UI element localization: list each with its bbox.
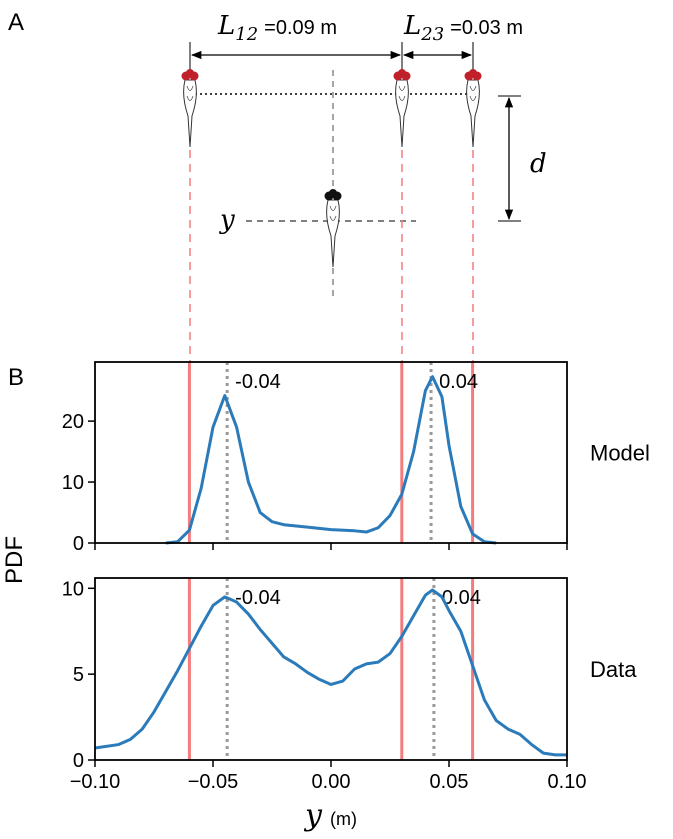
distance-label: L12 =0.09 m — [217, 11, 337, 45]
x-tick-label: 0.10 — [548, 771, 587, 793]
x-unit: (m) — [330, 809, 357, 829]
distance-value: =0.03 m — [450, 17, 523, 39]
x-tick-label: 0.00 — [312, 771, 351, 793]
panel-label: A — [8, 9, 24, 36]
y-tick-label: 5 — [73, 664, 84, 686]
plot-frame — [94, 361, 568, 544]
peak-label: 0.04 — [442, 587, 481, 609]
distance-value: =0.09 m — [264, 17, 337, 39]
symbol: L — [403, 11, 421, 41]
symbol: L — [217, 11, 235, 41]
subscript: 12 — [235, 24, 258, 45]
x-axis-label: y (m) — [303, 798, 357, 833]
fish-icon — [464, 69, 482, 148]
panel-name: Data — [590, 657, 637, 682]
fish-icon — [324, 189, 342, 268]
density-curve — [94, 588, 567, 757]
y-tick-label: 10 — [62, 578, 84, 600]
peak-label: 0.04 — [439, 371, 478, 393]
y-tick-label: 20 — [62, 411, 84, 433]
plot-frame — [94, 577, 568, 761]
peak-label: -0.04 — [235, 587, 281, 609]
d-symbol: d — [530, 149, 547, 179]
fish-icon — [181, 69, 199, 148]
fish-icon — [393, 69, 411, 148]
x-tick-label: −0.10 — [70, 771, 121, 793]
y-tick-label: 0 — [73, 533, 84, 555]
panel-name: Model — [590, 441, 650, 466]
y-symbol: y — [219, 205, 235, 235]
peak-label: -0.04 — [235, 371, 281, 393]
y-tick-label: 0 — [73, 750, 84, 772]
density-curve — [165, 375, 497, 545]
x-tick-label: −0.05 — [188, 771, 239, 793]
distance-label: L23 =0.03 m — [403, 11, 523, 45]
panel-label: B — [8, 364, 24, 391]
x-tick-label: 0.05 — [430, 771, 469, 793]
y-axis-label: PDF — [1, 536, 28, 584]
subscript: 23 — [420, 24, 444, 45]
y-tick-label: 10 — [62, 472, 84, 494]
x-symbol: y — [303, 798, 323, 833]
